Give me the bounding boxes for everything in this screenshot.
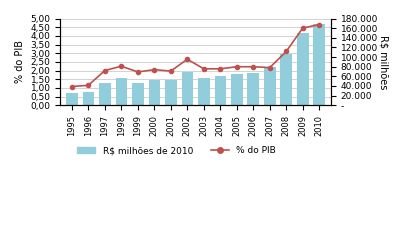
Bar (181, 72, 193, 105)
Bar (82, 92, 94, 105)
Bar (248, 73, 259, 105)
Bar (66, 93, 78, 105)
Y-axis label: R$ milhões: R$ milhões (379, 35, 389, 89)
Bar (116, 78, 127, 105)
Y-axis label: % do PIB: % do PIB (15, 40, 25, 83)
Bar (314, 24, 325, 105)
Bar (165, 80, 177, 105)
Legend: R$ milhões de 2010, % do PIB: R$ milhões de 2010, % do PIB (74, 143, 280, 159)
Bar (215, 76, 226, 105)
Bar (149, 80, 160, 105)
Bar (132, 83, 143, 105)
Bar (198, 78, 210, 105)
Bar (231, 74, 242, 105)
Bar (280, 54, 292, 105)
Bar (297, 33, 309, 105)
Bar (264, 67, 276, 105)
Bar (99, 83, 111, 105)
